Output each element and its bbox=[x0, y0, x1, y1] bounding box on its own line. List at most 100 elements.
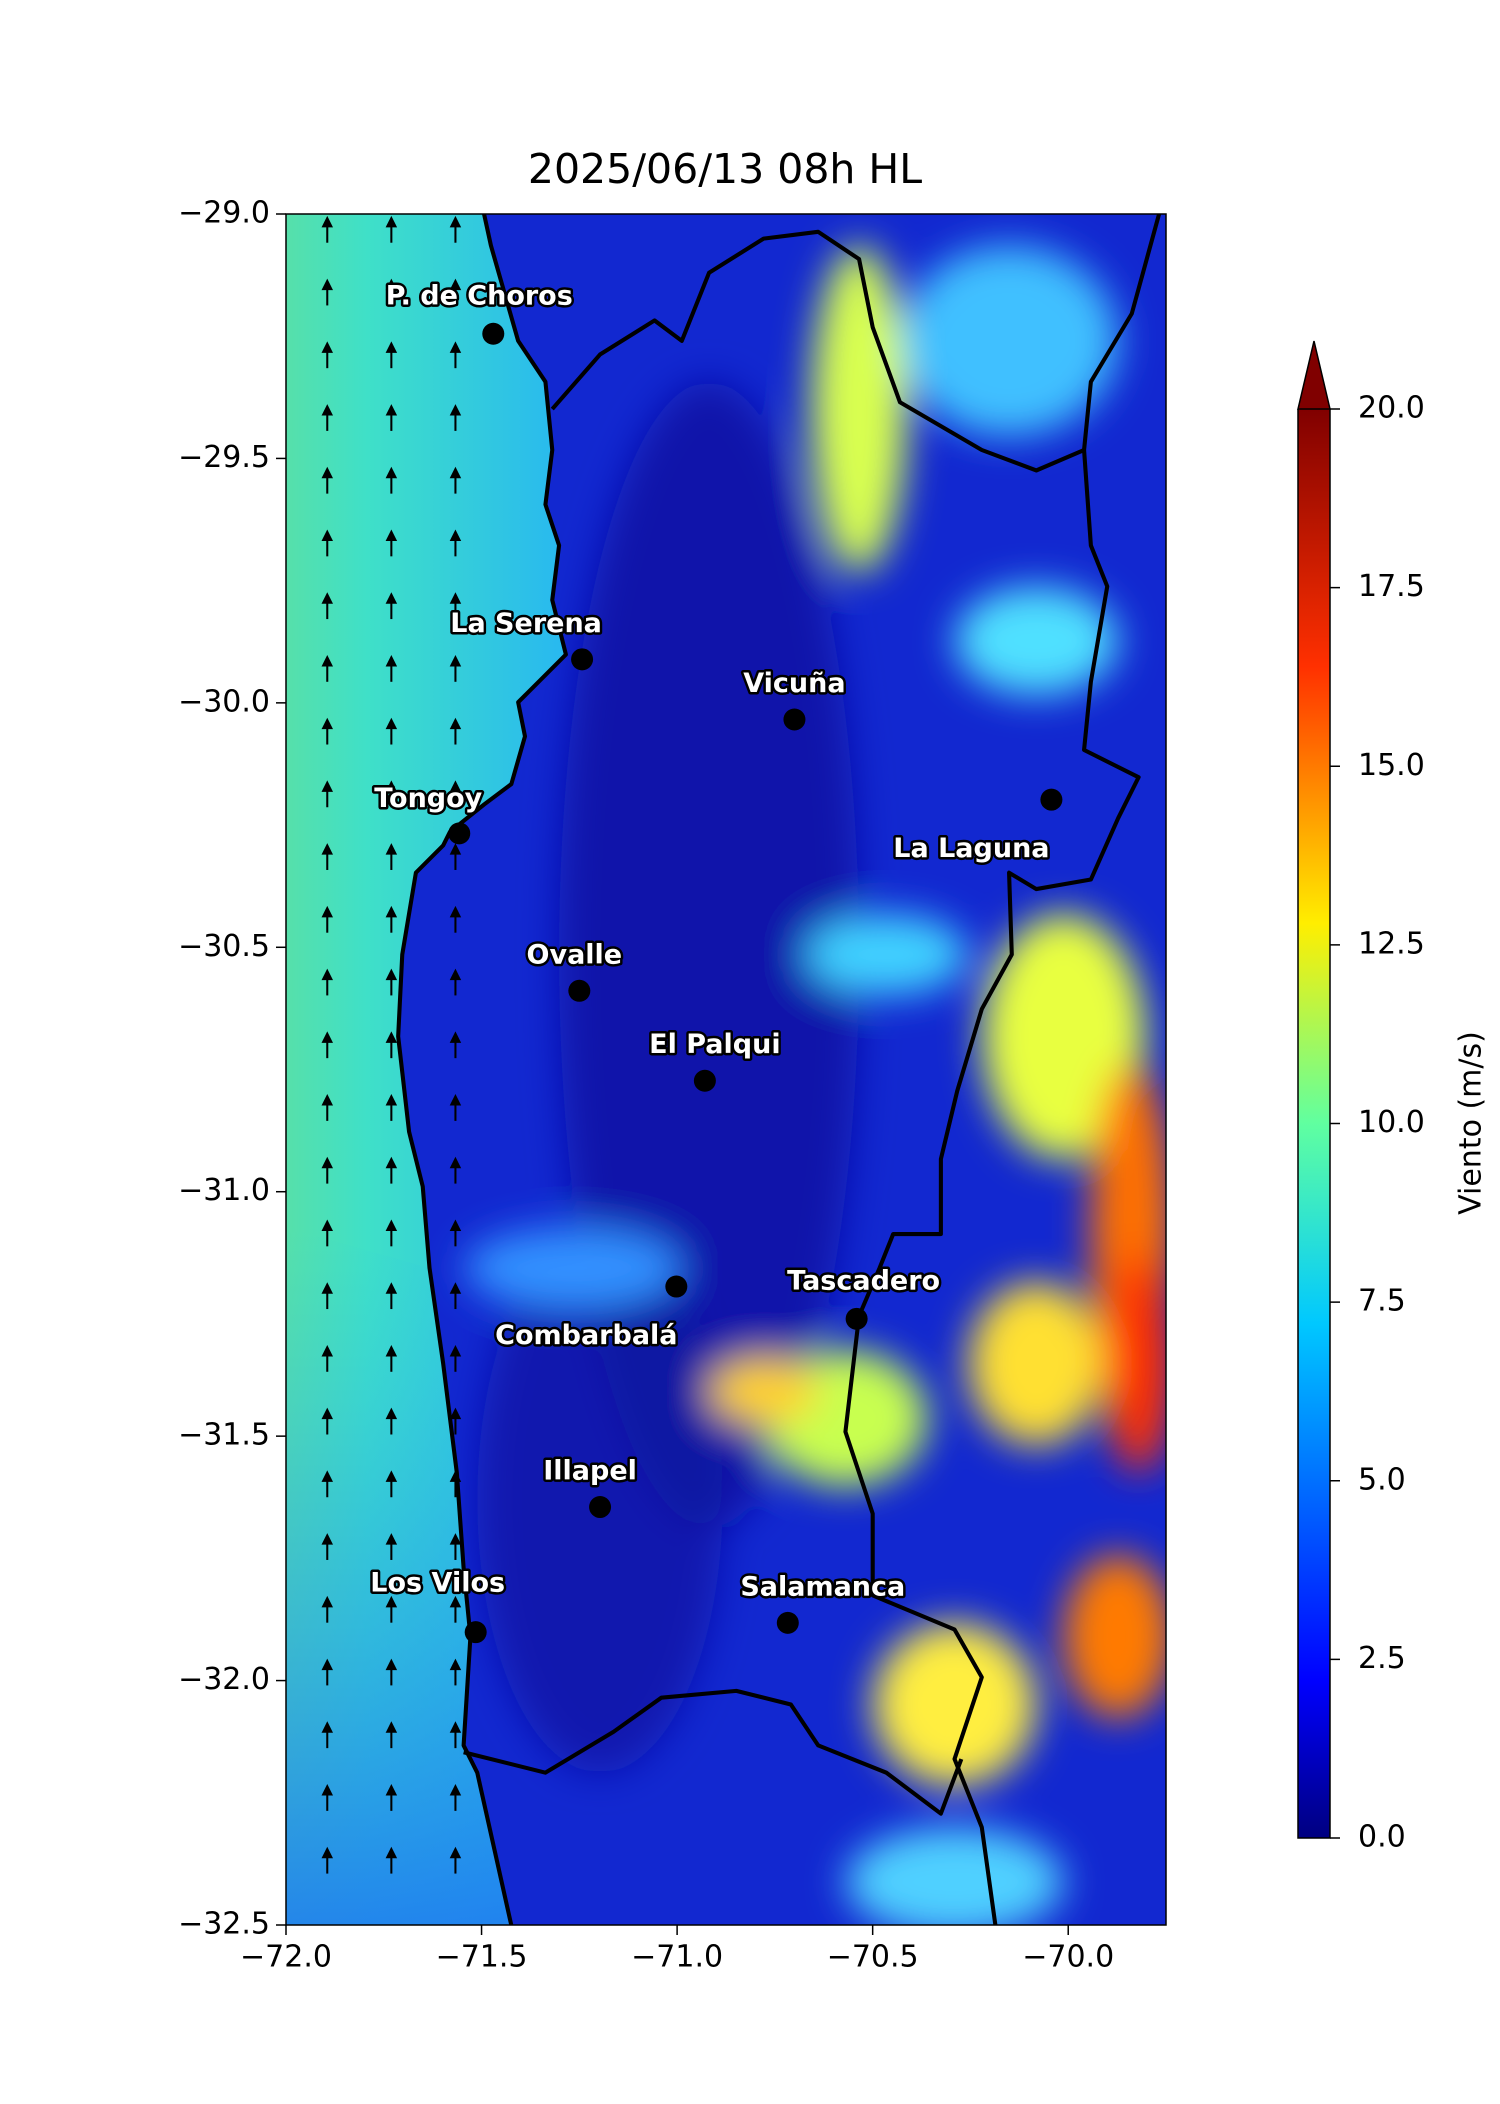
wind-arrow-head bbox=[449, 1344, 462, 1357]
city-marker bbox=[665, 1275, 688, 1298]
wind-arrow-head bbox=[321, 780, 334, 792]
wind-arrow-head bbox=[321, 654, 334, 667]
wind-arrow-head bbox=[449, 215, 462, 228]
wind-arrow-head bbox=[321, 1595, 334, 1608]
wind-arrow-head bbox=[385, 654, 398, 667]
wind-arrow-head bbox=[385, 843, 398, 855]
city-label: El Palqui bbox=[649, 1029, 780, 1060]
x-tick-label: −71.0 bbox=[631, 1940, 723, 1975]
border-east bbox=[843, 449, 1141, 1925]
city-marker bbox=[845, 1307, 868, 1330]
wind-arrow-head bbox=[449, 529, 462, 542]
wind-arrow-head bbox=[385, 466, 398, 479]
wind-arrow-head bbox=[449, 1846, 462, 1859]
wind-arrow-head bbox=[321, 1846, 334, 1859]
wind-arrow-head bbox=[449, 1784, 462, 1796]
wind-arrow-head bbox=[449, 1721, 462, 1733]
city-marker bbox=[464, 1621, 487, 1644]
city-label: Salamanca bbox=[740, 1571, 905, 1602]
wind-arrow-head bbox=[449, 905, 462, 918]
wind-arrow-head bbox=[385, 1784, 398, 1796]
wind-arrow-head bbox=[321, 529, 334, 542]
wind-arrow-head bbox=[385, 1344, 398, 1357]
city-marker bbox=[571, 648, 594, 671]
wind-arrow-head bbox=[449, 1156, 462, 1169]
wind-arrow-head bbox=[449, 1282, 462, 1294]
y-tick-label: −32.5 bbox=[178, 1907, 270, 1942]
wind-arrow-head bbox=[385, 968, 398, 981]
city-marker bbox=[776, 1611, 799, 1634]
wind-arrow-head bbox=[449, 278, 462, 291]
wind-arrow-head bbox=[321, 1094, 334, 1106]
wind-arrow-head bbox=[449, 404, 462, 416]
wind-arrow-head bbox=[321, 1407, 334, 1420]
wind-arrow-head bbox=[321, 905, 334, 918]
wind-arrow-head bbox=[321, 1721, 334, 1733]
city-marker bbox=[1040, 788, 1063, 811]
colorbar-tick-label: 0.0 bbox=[1358, 1820, 1406, 1855]
axes-ticks: −72.0 −71.5 −71.0 −70.5 −70.0 −29.0 −29.5 −30.0… bbox=[178, 196, 1425, 1975]
wind-arrow-head bbox=[321, 1658, 334, 1671]
wind-arrow-head bbox=[449, 843, 462, 855]
colorbar-frame bbox=[1297, 409, 1331, 1839]
wind-arrow-head bbox=[321, 278, 334, 291]
y-tick-label: −31.0 bbox=[178, 1173, 270, 1208]
wind-arrow-head bbox=[385, 905, 398, 918]
wind-arrow-head bbox=[449, 717, 462, 730]
x-tick-label: −70.0 bbox=[1022, 1940, 1114, 1975]
city-marker bbox=[568, 979, 591, 1002]
x-tick-label: −70.5 bbox=[827, 1940, 919, 1975]
wind-arrow-head bbox=[321, 1784, 334, 1796]
city-marker bbox=[693, 1069, 716, 1092]
border-north bbox=[550, 214, 1162, 473]
wind-arrow-head bbox=[321, 1219, 334, 1231]
colorbar-extend bbox=[1297, 340, 1331, 410]
wind-arrow-head bbox=[449, 1470, 462, 1482]
wind-arrow-head bbox=[385, 1219, 398, 1231]
wind-arrow-head bbox=[449, 780, 462, 792]
wind-arrow-head bbox=[385, 717, 398, 730]
wind-arrow-head bbox=[449, 341, 462, 353]
wind-arrow-head bbox=[449, 1407, 462, 1420]
wind-arrow-head bbox=[449, 1595, 462, 1608]
wind-arrow-head bbox=[385, 1282, 398, 1294]
wind-arrow-head bbox=[321, 466, 334, 479]
wind-arrow-head bbox=[385, 1094, 398, 1106]
colorbar-tick-label: 7.5 bbox=[1358, 1284, 1406, 1319]
city-label: La Serena bbox=[450, 608, 602, 639]
wind-arrow-head bbox=[385, 592, 398, 604]
wind-arrow-head bbox=[321, 1156, 334, 1169]
colorbar-tick-label: 12.5 bbox=[1358, 926, 1425, 961]
wind-arrow-head bbox=[385, 1533, 398, 1545]
wind-arrow-head bbox=[385, 1156, 398, 1169]
city-marker bbox=[448, 822, 471, 845]
wind-arrow-head bbox=[385, 278, 398, 291]
wind-arrow-head bbox=[321, 717, 334, 730]
city-label: Tongoy bbox=[374, 783, 482, 814]
colorbar-label: Viento (m/s) bbox=[1454, 1031, 1489, 1215]
wind-arrow-head bbox=[385, 1595, 398, 1608]
cities: P. de Choros La Serena Vicuña La Laguna Tong… bbox=[368, 278, 1063, 1644]
city-label: Ovalle bbox=[527, 939, 623, 970]
wind-arrow-head bbox=[449, 1031, 462, 1043]
border-south bbox=[463, 1688, 964, 1816]
colorbar-tick-label: 10.0 bbox=[1358, 1105, 1425, 1140]
city-label: La Laguna bbox=[893, 833, 1049, 864]
wind-arrow-head bbox=[385, 215, 398, 228]
map-field bbox=[286, 214, 1166, 1925]
city-label: Vicuña bbox=[743, 668, 845, 699]
wind-arrow-head bbox=[321, 1282, 334, 1294]
wind-arrow-head bbox=[321, 1533, 334, 1545]
city-label: P. de Choros bbox=[386, 280, 573, 311]
wind-arrow-head bbox=[321, 592, 334, 604]
wind-arrow-head bbox=[385, 341, 398, 353]
wind-arrow-head bbox=[449, 968, 462, 981]
y-tick-label: −31.5 bbox=[178, 1418, 270, 1453]
y-tick-label: −29.5 bbox=[178, 440, 270, 475]
wind-arrow-head bbox=[385, 1470, 398, 1482]
x-tick-label: −71.5 bbox=[436, 1940, 528, 1975]
wind-arrow-head bbox=[321, 1344, 334, 1357]
wind-arrow-head bbox=[385, 1846, 398, 1859]
wind-arrow-head bbox=[385, 1031, 398, 1043]
